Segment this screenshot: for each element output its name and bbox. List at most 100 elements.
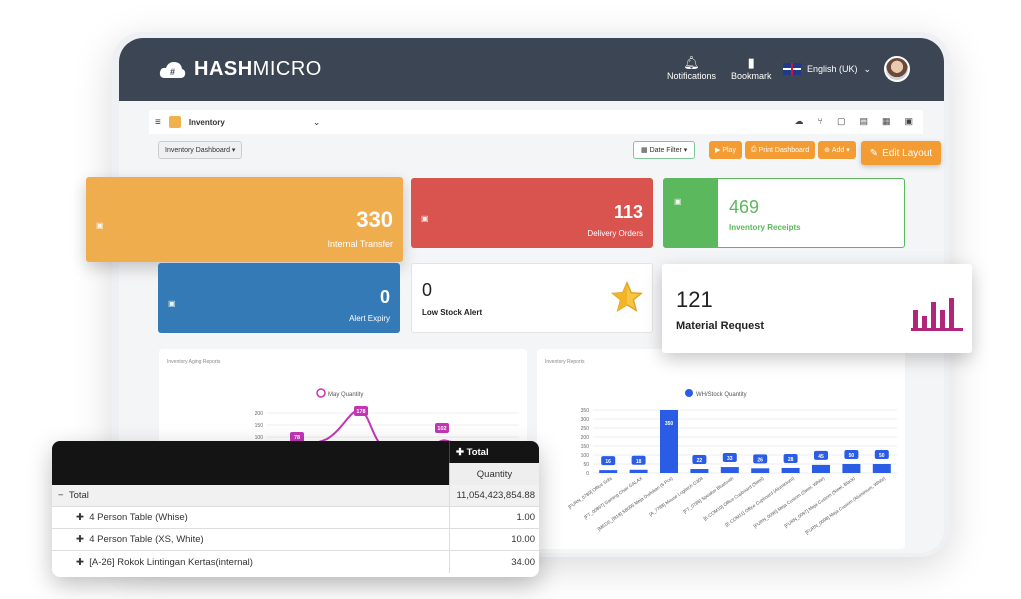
legend-label: WH/Stock Quantity (696, 392, 747, 398)
play-button[interactable]: ▶ Play (709, 141, 742, 159)
pivot-total-header-label: Total (466, 446, 489, 458)
pivot-row-label: Total (68, 490, 89, 501)
table-row: ✚ [A-26] Rokok Lintingan Kertas(internal… (52, 551, 539, 573)
bar-chart-icon (911, 298, 963, 331)
x-tick-label: [A_7788] Mouse Logitech G304 (648, 475, 704, 516)
alert-expiry-label: Alert Expiry (349, 314, 390, 323)
transfer-icon: ▣ (96, 221, 104, 230)
language-selector[interactable]: English (UK) ⌄ (783, 63, 871, 75)
calendar-icon: ▦ (641, 147, 650, 154)
activity-icon[interactable]: ▤ (859, 116, 868, 126)
module-chevron-down-icon[interactable]: ⌄ (312, 116, 321, 127)
data-label: 50 (879, 453, 885, 459)
calculator-icon[interactable]: ▦ (881, 116, 891, 126)
stock-report-title: Inventory Reports (545, 359, 585, 365)
add-caret-down-icon: ▾ (844, 147, 850, 154)
bar (842, 464, 861, 473)
notifications-button[interactable]: 🔔︎ Notifications (667, 55, 716, 81)
cloud-icon[interactable]: ☁ (794, 116, 804, 126)
y-tick-label: 250 (581, 426, 590, 432)
data-label-badge (783, 453, 798, 463)
low-stock-alert-label: Low Stock Alert (422, 308, 483, 317)
dashboard-select[interactable]: Inventory Dashboard ▾ (158, 141, 243, 159)
material-request-value: 121 (676, 287, 713, 312)
bookmark-button[interactable]: ▮ Bookmark (731, 55, 772, 81)
data-label-badge (814, 450, 828, 460)
alert-expiry-card[interactable]: ▣ 0 Alert Expiry (158, 263, 400, 333)
series-line (266, 409, 520, 451)
data-label: 22 (697, 458, 703, 464)
data-label-badge (662, 418, 676, 427)
data-label: 26 (757, 457, 763, 463)
add-button[interactable]: ⊕ Add ▾ (818, 141, 856, 159)
pivot-row-header[interactable]: − Total (52, 485, 449, 507)
legend-marker (685, 389, 693, 397)
pivot-row-value: 34.00 (449, 551, 539, 573)
data-label: 50 (849, 453, 855, 459)
pivot-row-header[interactable]: ✚ 4 Person Table (Whise) (52, 507, 449, 529)
pivot-row-header[interactable]: ✚ [A-26] Rokok Lintingan Kertas(internal… (52, 551, 449, 573)
user-avatar[interactable] (884, 56, 910, 82)
material-request-label: Material Request (676, 320, 765, 332)
edit-layout-button[interactable]: ✎ Edit Layout (861, 141, 941, 165)
module-toolbar: ☁ ⑂ ▢ ▤ ▦ ▣ (795, 116, 913, 127)
inventory-receipts-card[interactable]: ▣ 469 Inventory Receipts (663, 178, 905, 248)
y-tick-label: 350 (581, 408, 590, 414)
internal-transfer-card[interactable]: ▣ 330 Internal Transfer (86, 177, 403, 262)
module-title: Inventory (188, 117, 225, 127)
chat-icon[interactable]: ▢ (836, 116, 846, 126)
branch-icon[interactable]: ⑂ (817, 116, 823, 126)
module-bar: ≡ Inventory ⌄ ☁ ⑂ ▢ ▤ ▦ ▣ (149, 110, 923, 134)
data-label-badge (874, 450, 889, 459)
user-thumb-icon[interactable]: ▣ (904, 116, 913, 126)
pivot-row-value: 1.00 (449, 506, 539, 529)
data-label-badge (601, 456, 616, 466)
dashboard-select-label: Inventory Dashboard (165, 146, 230, 154)
y-tick-label: 100 (581, 453, 590, 459)
cloud-logo-icon: # (159, 61, 186, 78)
hashmicro-logo[interactable]: # HASHMICRO (159, 58, 322, 81)
y-tick-label: 150 (255, 423, 264, 429)
collapse-minus-icon: − (58, 490, 69, 501)
language-label: English (UK) (807, 64, 858, 74)
star-icon (611, 281, 643, 312)
bookmark-label: Bookmark (731, 71, 772, 81)
y-tick-label: 150 (581, 444, 590, 450)
data-label-badge (692, 455, 707, 465)
y-tick-label: 0 (586, 471, 589, 477)
material-request-card[interactable]: 121 Material Request (662, 264, 972, 353)
print-dashboard-button[interactable]: ⎙ Print Dashboard (745, 141, 816, 159)
date-filter-button[interactable]: ▦ Date Filter ▾ (633, 141, 696, 159)
hamburger-menu-icon[interactable]: ≡ (155, 116, 161, 128)
pivot-row-header[interactable]: ✚ 4 Person Table (XS, White) (52, 529, 449, 551)
y-tick-label: 200 (255, 411, 264, 417)
pivot-quantity-header[interactable]: Quantity (449, 463, 539, 485)
data-label: 28 (788, 457, 794, 463)
brand-name-bold: HASH (194, 58, 253, 80)
svg-text:#: # (170, 67, 175, 77)
dashboard-filter-row: Inventory Dashboard ▾ ▦ Date Filter ▾ ▶ … (158, 141, 918, 161)
expand-plus-icon: ✚ (76, 512, 90, 523)
pivot-total-header[interactable]: ✚ Total (449, 441, 539, 463)
low-stock-alert-card[interactable]: 0 Low Stock Alert (411, 263, 653, 333)
print-label: Print Dashboard (758, 146, 810, 154)
edit-layout-label: Edit Layout (882, 147, 933, 159)
bar (812, 464, 830, 473)
date-caret-down-icon: ▾ (681, 147, 688, 154)
expand-plus-icon: ✚ (456, 446, 467, 458)
data-label: 33 (727, 456, 733, 462)
pivot-subheader-row (52, 463, 539, 485)
aging-report-chart: May Quantity 200 150 100 78 178 102 (255, 388, 520, 451)
x-tick-label: [FT_0786] Speaker Bluetooth (682, 475, 734, 514)
expand-plus-icon: ✚ (76, 534, 90, 545)
delivery-orders-card[interactable]: ▣ 113 Delivery Orders (411, 178, 653, 248)
pivot-row-label: 4 Person Table (Whise) (89, 512, 188, 523)
data-label: 102 (437, 426, 446, 432)
pencil-icon: ✎ (869, 147, 879, 159)
stock-report-chart: WH/Stock Quantity 350 300 250 200 150 100 50 0 16… (567, 389, 897, 535)
bar (720, 467, 739, 473)
pivot-row-label: [A-26] Rokok Lintingan Kertas(internal) (89, 556, 253, 568)
plus-icon: ⊕ (824, 147, 832, 154)
receipts-icon: ▣ (674, 197, 682, 206)
pivot-row-label: 4 Person Table (XS, White) (89, 534, 204, 545)
